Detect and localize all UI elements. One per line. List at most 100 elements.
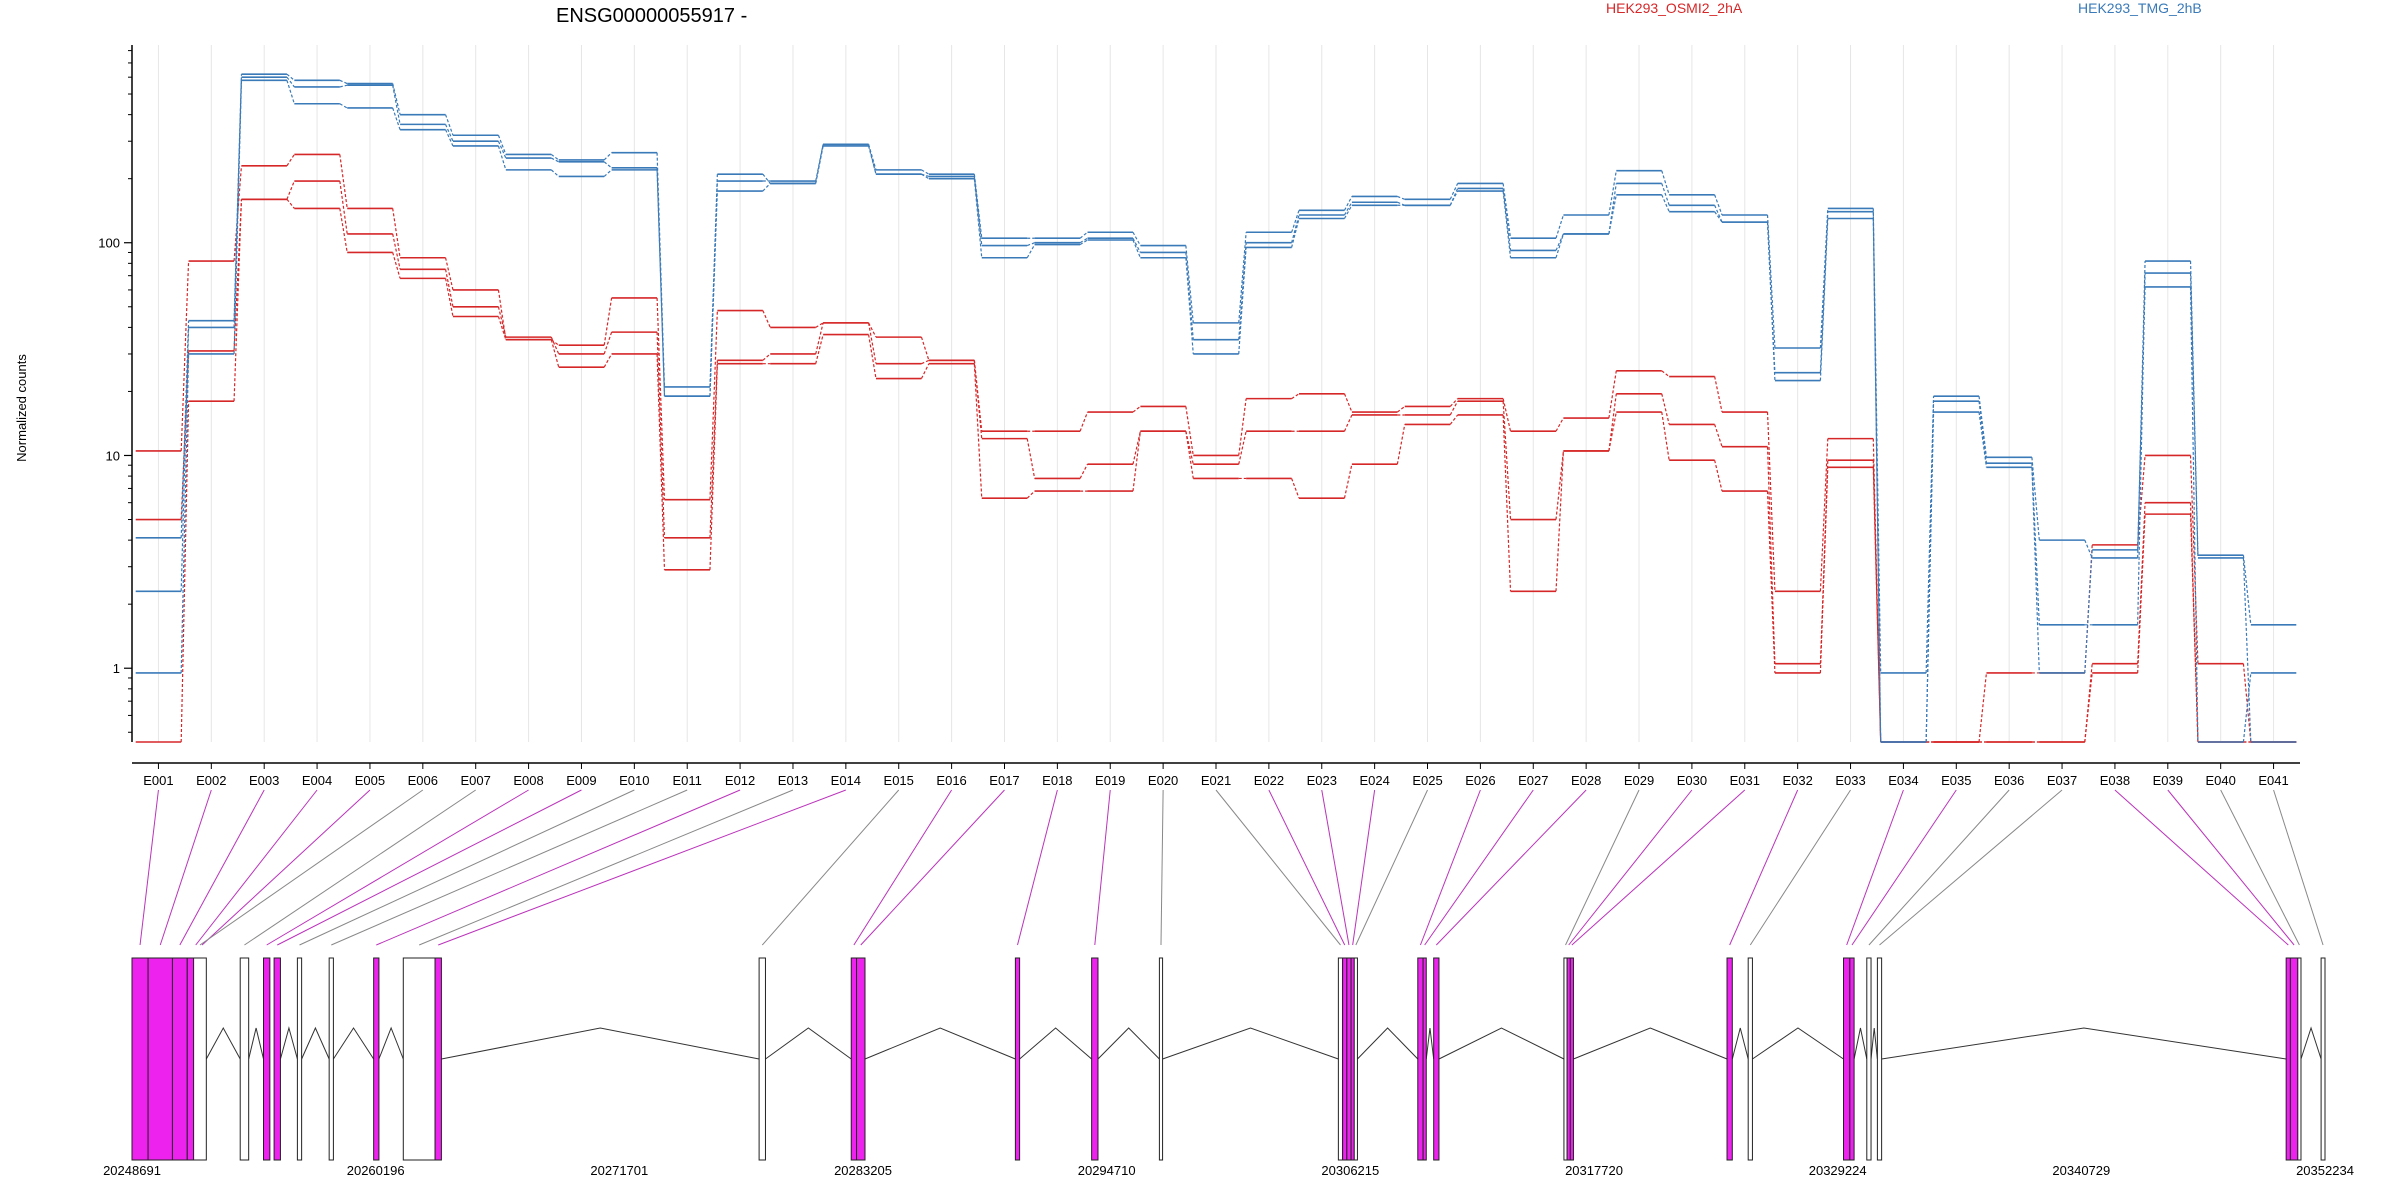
transition-line bbox=[815, 145, 824, 184]
x-tick-label: E039 bbox=[2153, 773, 2183, 788]
transition-line bbox=[1132, 237, 1141, 253]
x-tick-label: E027 bbox=[1518, 773, 1548, 788]
intron-line bbox=[1019, 1027, 1092, 1060]
transition-line bbox=[1291, 214, 1300, 243]
transition-line bbox=[1819, 467, 1829, 673]
x-tick-label: E023 bbox=[1307, 773, 1337, 788]
connector-line bbox=[860, 789, 1005, 946]
transition-line bbox=[445, 114, 454, 136]
transition-line bbox=[656, 297, 666, 500]
transition-line bbox=[1397, 405, 1406, 413]
x-tick-label: E025 bbox=[1412, 773, 1442, 788]
connector-line bbox=[159, 789, 212, 946]
transition-line bbox=[973, 178, 983, 258]
transition-line bbox=[867, 334, 877, 379]
transition-line bbox=[445, 129, 454, 147]
transition-line bbox=[762, 173, 771, 184]
transition-line bbox=[1766, 446, 1776, 664]
intron-line bbox=[1162, 1027, 1339, 1060]
transition-line bbox=[1714, 376, 1723, 413]
coordinate-label: 20294710 bbox=[1078, 1163, 1136, 1178]
transition-line bbox=[1555, 233, 1564, 258]
transition-line bbox=[1027, 242, 1035, 247]
transition-line bbox=[2031, 457, 2040, 541]
transition-line bbox=[920, 363, 930, 379]
x-tick-label: E016 bbox=[936, 773, 966, 788]
transition-line bbox=[1714, 205, 1723, 223]
transition-line bbox=[1661, 411, 1670, 461]
x-tick-label: E015 bbox=[884, 773, 914, 788]
transition-line bbox=[1132, 231, 1141, 246]
transition-line bbox=[2137, 286, 2146, 550]
intron-line bbox=[279, 1026, 298, 1060]
intron-line bbox=[864, 1027, 1016, 1060]
exon-E001 bbox=[131, 957, 149, 1161]
transition-line bbox=[815, 322, 824, 328]
transition-line bbox=[973, 363, 983, 499]
transition-line bbox=[1714, 424, 1723, 447]
exon-E013 bbox=[402, 957, 436, 1161]
transition-line bbox=[709, 310, 718, 500]
connector-line bbox=[418, 789, 794, 946]
x-tick-label: E032 bbox=[1782, 773, 1812, 788]
x-tick-label: E007 bbox=[461, 773, 491, 788]
transition-line bbox=[1978, 411, 1988, 468]
connector-line bbox=[1868, 789, 2010, 946]
exon-E022 bbox=[1342, 957, 1348, 1161]
transition-line bbox=[1661, 393, 1670, 425]
x-tick-label: E011 bbox=[673, 773, 702, 788]
connector-line bbox=[179, 789, 265, 946]
x-tick-label: E017 bbox=[989, 773, 1019, 788]
transition-line bbox=[1079, 237, 1088, 244]
transition-line bbox=[1291, 210, 1300, 233]
transition-line bbox=[656, 332, 666, 538]
transition-line bbox=[2137, 514, 2146, 673]
legend-entry-osmi2: HEK293_OSMI2_2hA bbox=[1606, 0, 1743, 16]
transition-line bbox=[551, 157, 559, 163]
transition-line bbox=[1132, 405, 1141, 413]
transition-line bbox=[2137, 273, 2146, 625]
coordinate-label: 20340729 bbox=[2052, 1163, 2110, 1178]
connector-line bbox=[1568, 789, 1693, 946]
transition-line bbox=[180, 353, 190, 673]
transition-line bbox=[1502, 414, 1512, 592]
transition-line bbox=[1661, 370, 1670, 378]
transition-line bbox=[868, 322, 877, 364]
transition-line bbox=[1079, 231, 1088, 239]
transition-line bbox=[2242, 663, 2252, 743]
intron-line bbox=[378, 1026, 404, 1060]
connector-line bbox=[199, 789, 424, 946]
connector-line bbox=[853, 789, 953, 946]
connector-line bbox=[244, 789, 476, 946]
transition-line bbox=[444, 257, 454, 291]
x-tick-label: E005 bbox=[355, 773, 385, 788]
transition-line bbox=[1608, 411, 1617, 452]
transition-line bbox=[286, 73, 295, 81]
x-tick-label: E003 bbox=[249, 773, 279, 788]
x-tick-label: E037 bbox=[2047, 773, 2077, 788]
exon-E023 bbox=[1346, 957, 1352, 1161]
transition-line bbox=[1026, 438, 1036, 479]
exon-E033 bbox=[1747, 957, 1753, 1161]
transition-line bbox=[709, 191, 718, 397]
x-tick-label: E024 bbox=[1359, 773, 1389, 788]
transition-line bbox=[1343, 201, 1353, 216]
x-tick-label: E004 bbox=[302, 773, 332, 788]
connector-line bbox=[1017, 789, 1058, 946]
transition-line bbox=[180, 327, 190, 592]
coordinate-label: 20260196 bbox=[347, 1163, 405, 1178]
transition-line bbox=[762, 353, 771, 361]
x-tick-label: E008 bbox=[513, 773, 543, 788]
exon-E025 bbox=[1353, 957, 1358, 1161]
y-axis: 1 10 100 bbox=[98, 45, 133, 742]
transition-line bbox=[1502, 183, 1512, 239]
transition-line bbox=[1343, 414, 1353, 432]
transition-line bbox=[1185, 245, 1194, 323]
transition-line bbox=[1608, 194, 1617, 235]
transition-line bbox=[550, 339, 560, 346]
x-tick-label: E031 bbox=[1730, 773, 1760, 788]
intron-line bbox=[2300, 1026, 2322, 1060]
transition-line bbox=[709, 363, 718, 570]
connector-line bbox=[1352, 789, 1376, 946]
